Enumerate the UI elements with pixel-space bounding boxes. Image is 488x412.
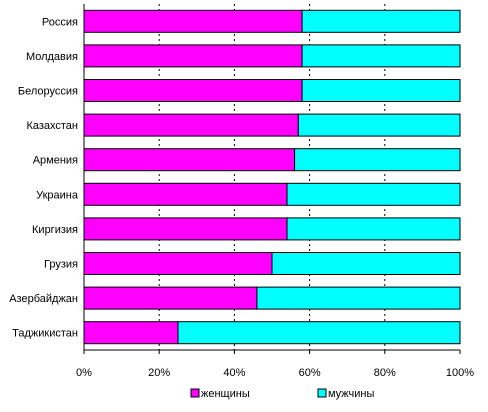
bar-men — [297, 113, 461, 137]
category-label: Азербайджан — [9, 293, 78, 305]
legend-swatch-men — [317, 388, 327, 398]
category-label: Грузия — [44, 259, 78, 271]
bar-women — [83, 286, 258, 310]
bar-men — [286, 182, 461, 206]
legend-swatch-women — [190, 388, 200, 398]
x-tick-label: 40% — [223, 367, 245, 379]
bar-women — [83, 9, 303, 33]
bar-women — [83, 44, 303, 68]
category-label: Украина — [36, 189, 79, 201]
category-label: Казахстан — [26, 120, 78, 132]
x-tick-label: 80% — [374, 367, 396, 379]
bar-men — [301, 9, 461, 33]
bar-women — [83, 321, 179, 345]
bar-women — [83, 113, 299, 137]
legend: женщины мужчины — [190, 388, 374, 400]
bar-men — [271, 252, 461, 275]
x-tick-label: 60% — [299, 367, 321, 379]
category-label: Киргизия — [32, 224, 78, 236]
bar-men — [177, 321, 461, 345]
bar-men — [301, 44, 461, 68]
x-tick-label: 20% — [148, 367, 170, 379]
bar-men — [301, 79, 461, 102]
legend-label-women: женщины — [201, 388, 250, 400]
bar-women — [83, 148, 296, 172]
category-label: Молдавия — [26, 51, 78, 63]
x-tick-label: 100% — [446, 367, 474, 379]
category-label: Таджикистан — [12, 328, 78, 340]
x-tick-labels: 0% 20% 40% 60% 80% 100% — [76, 350, 474, 379]
x-tick-label: 0% — [76, 367, 92, 379]
category-label: Армения — [33, 155, 78, 167]
bar-men — [256, 286, 461, 310]
category-label: Россия — [42, 16, 78, 28]
category-label: Белоруссия — [18, 86, 78, 98]
bar-women — [83, 217, 288, 241]
bar-men — [294, 148, 461, 172]
bar-men — [286, 217, 461, 241]
bars — [83, 9, 461, 345]
bar-women — [83, 252, 273, 275]
bar-women — [83, 182, 288, 206]
category-labels: Россия Молдавия Белоруссия Казахстан Армения… — [9, 16, 79, 339]
legend-label-men: мужчины — [328, 388, 374, 400]
bar-women — [83, 79, 303, 102]
